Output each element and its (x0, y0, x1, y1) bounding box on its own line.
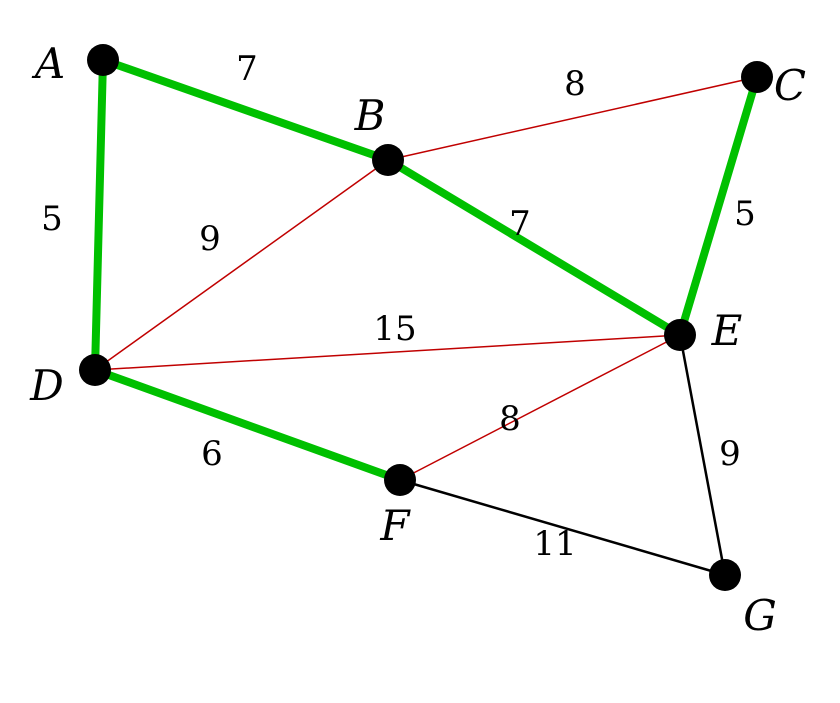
edge-B-D (95, 160, 388, 370)
edge-A-D (95, 60, 103, 370)
node-F (384, 464, 416, 496)
node-C (741, 61, 773, 93)
node-B (372, 144, 404, 176)
edge-E-F (400, 335, 680, 480)
edge-weight-B-C: 8 (564, 64, 586, 104)
node-label-E: E (711, 306, 743, 355)
edge-weight-A-B: 7 (236, 49, 258, 89)
nodes-layer (79, 44, 773, 591)
edge-B-E (388, 160, 680, 335)
edge-weight-B-D: 9 (199, 219, 221, 259)
node-D (79, 354, 111, 386)
node-label-C: C (774, 61, 806, 110)
node-E (664, 319, 696, 351)
node-G (709, 559, 741, 591)
edge-weight-F-G: 11 (533, 524, 576, 564)
node-label-G: G (743, 591, 777, 640)
edges-layer (95, 60, 757, 575)
node-label-B: B (354, 91, 386, 140)
edge-weight-E-F: 8 (499, 399, 521, 439)
graph-diagram: 7 5 8 9 7 5 15 6 8 9 11 A B C D E F G (0, 0, 840, 703)
node-label-D: D (29, 361, 64, 410)
edge-D-F (95, 370, 400, 480)
edge-weight-D-F: 6 (201, 434, 223, 474)
node-label-A: A (31, 39, 65, 88)
edge-weight-B-E: 7 (509, 204, 531, 244)
edge-weight-E-G: 9 (719, 434, 741, 474)
edge-weight-A-D: 5 (41, 199, 63, 239)
edge-weight-C-E: 5 (734, 194, 756, 234)
edge-weight-D-E: 15 (373, 309, 416, 349)
node-label-F: F (379, 501, 411, 550)
node-A (87, 44, 119, 76)
